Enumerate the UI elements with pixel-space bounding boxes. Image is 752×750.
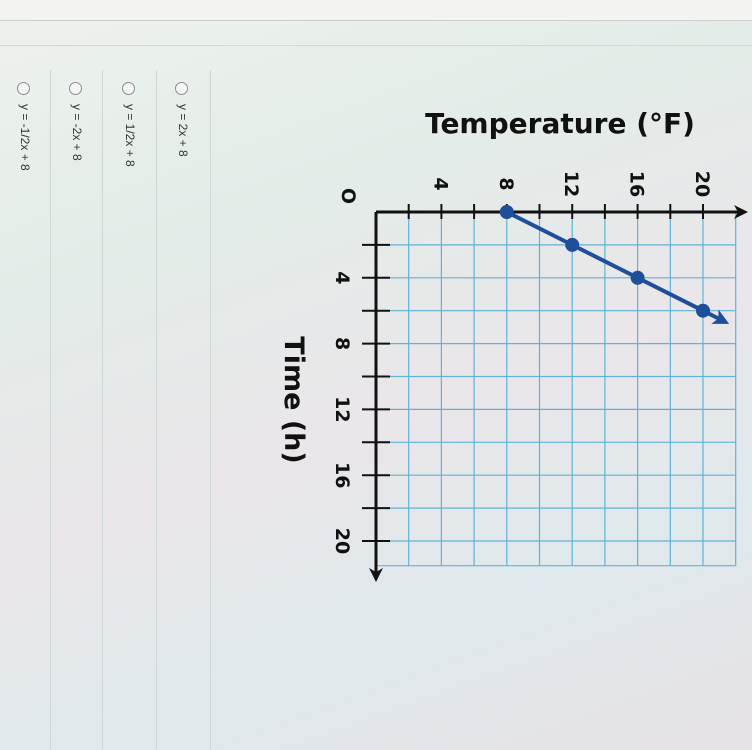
x-tick-label: 20 xyxy=(331,528,353,554)
data-point xyxy=(499,205,514,219)
radio-button[interactable] xyxy=(175,82,188,95)
divider xyxy=(50,70,51,750)
divider xyxy=(156,70,157,750)
y-tick-label: 20 xyxy=(691,171,713,197)
y-tick-label: 12 xyxy=(560,171,582,197)
x-axis-arrow xyxy=(369,568,383,582)
x-tick-label: 8 xyxy=(331,337,353,350)
radio-button[interactable] xyxy=(17,82,30,95)
series-arrow xyxy=(711,309,730,324)
y-tick-label: 16 xyxy=(626,171,648,197)
radio-button[interactable] xyxy=(69,82,82,95)
x-tick-label: 4 xyxy=(331,271,353,284)
divider xyxy=(0,45,752,46)
divider xyxy=(102,70,103,750)
y-axis-arrow xyxy=(734,205,748,219)
origin-label: O xyxy=(337,188,359,204)
data-point xyxy=(565,237,580,252)
radio-button[interactable] xyxy=(122,82,135,95)
divider xyxy=(210,70,211,750)
x-axis-title: Time (h) xyxy=(278,336,309,463)
top-bar xyxy=(0,0,752,21)
data-point xyxy=(696,303,710,318)
x-tick-label: 12 xyxy=(331,396,353,422)
y-tick-label: 4 xyxy=(429,177,451,190)
y-axis-title: Temperature (°F) xyxy=(425,107,695,140)
data-point xyxy=(630,270,645,285)
x-tick-label: 16 xyxy=(331,462,353,488)
y-tick-label: 8 xyxy=(495,177,517,190)
